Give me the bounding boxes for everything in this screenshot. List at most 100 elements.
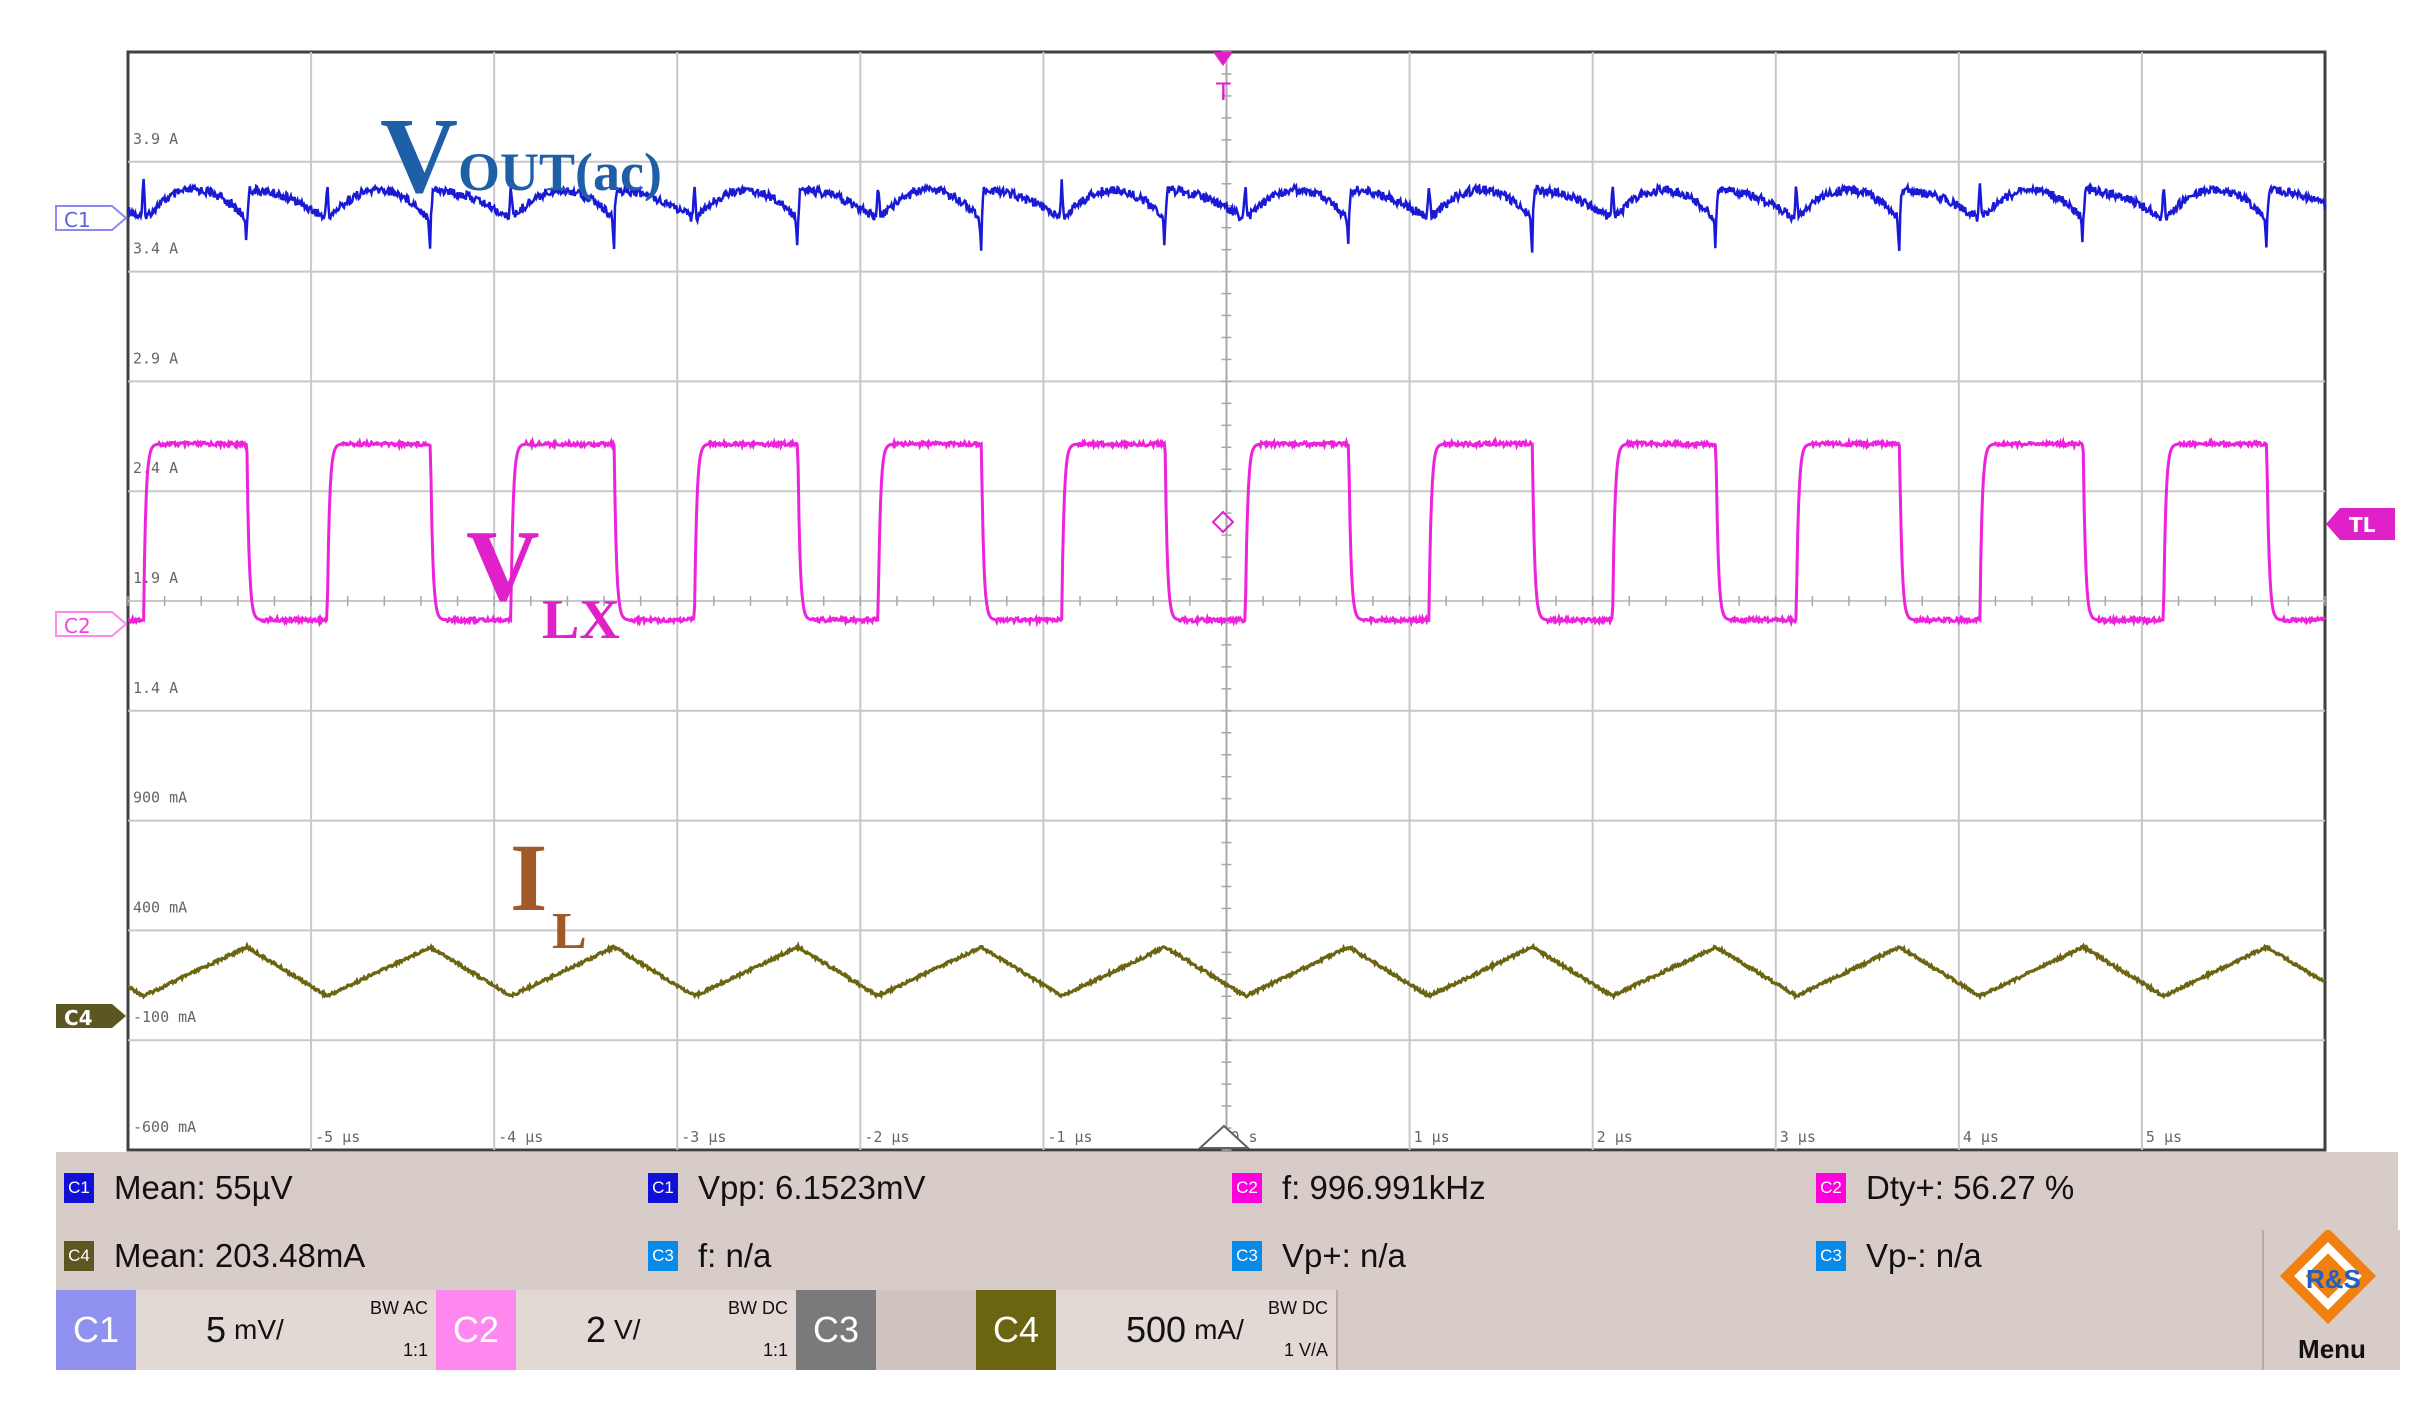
measurement-value: Dty+: 56.27 % (1866, 1169, 2075, 1206)
measurement-item[interactable]: C4 Mean: 203.48mA (64, 1234, 365, 1278)
measurement-item[interactable]: C2 Dty+: 56.27 % (1816, 1166, 2074, 1210)
y-axis-label: -600 mA (133, 1118, 196, 1136)
ch1-waveform (126, 178, 2327, 253)
x-axis-label: -2 µs (864, 1128, 909, 1146)
measurement-item[interactable]: C3 f: n/a (648, 1234, 771, 1278)
x-axis-label: -1 µs (1047, 1128, 1092, 1146)
measurement-value: Vp+: n/a (1282, 1237, 1406, 1274)
channel-probe-ratio: 1:1 (402, 1340, 428, 1360)
measurement-item[interactable]: C3 Vp+: n/a (1232, 1234, 1406, 1278)
y-axis-label: 2.9 A (133, 349, 178, 367)
annotation-vout-main: V (380, 97, 458, 216)
x-axis-label: 2 µs (1597, 1128, 1633, 1146)
measurement-item[interactable]: C3 Vp-: n/a (1816, 1234, 1982, 1278)
measurement-value: Mean: 55µV (114, 1169, 293, 1206)
y-axis-label: -100 mA (133, 1008, 196, 1026)
measurement-channel-badge: C2 (1232, 1173, 1262, 1203)
measurement-channel-badge: C1 (64, 1173, 94, 1203)
annotation-vout-sub: OUT(ac) (458, 142, 662, 202)
channel-scale-unit: V/ (614, 1314, 641, 1345)
measurement-channel-badge: C1 (648, 1173, 678, 1203)
channel-tab[interactable]: C1 (56, 1290, 136, 1370)
channel-scale-unit: mV/ (234, 1314, 284, 1345)
x-axis-label: 3 µs (1780, 1128, 1816, 1146)
channel-marker-c4-label: C4 (64, 1006, 93, 1030)
channel-tab[interactable]: C3 (796, 1290, 876, 1370)
annotation-il-main: I (510, 824, 547, 931)
channel-setting-c1[interactable]: C1 5 mV/BW AC 1:1 (56, 1290, 438, 1370)
trigger-position-label: T (1215, 78, 1231, 106)
y-axis-label: 3.4 A (133, 240, 178, 258)
channel-scale-value: 500 (1126, 1309, 1187, 1350)
trigger-crosshair-icon (1211, 510, 1235, 534)
measurement-value: Vp-: n/a (1866, 1237, 1982, 1274)
annotation-vout-ac: V OUT(ac) (380, 97, 662, 216)
channel-coupling: BW DC (728, 1298, 788, 1318)
annotation-vlx-main: V (466, 510, 540, 623)
rs-logo-icon: R&S Menu (2279, 1227, 2377, 1364)
measurement-value: Vpp: 6.1523mV (698, 1169, 926, 1206)
y-axis-label: 400 mA (133, 898, 187, 916)
channel-probe-ratio: 1 V/A (1283, 1340, 1328, 1360)
rs-logo-text: R&S (2306, 1264, 2361, 1294)
channel-setting-c4[interactable]: C4 500 mA/BW DC 1 V/A (976, 1290, 1338, 1370)
channel-marker-c2[interactable]: C2 (55, 611, 128, 638)
channel-setting-c3[interactable]: C3 (796, 1290, 978, 1370)
channel-probe-ratio: 1:1 (762, 1340, 788, 1360)
x-axis-label: 5 µs (2146, 1128, 2182, 1146)
annotation-il-sub: L (552, 903, 587, 960)
annotation-vlx: V LX (466, 510, 620, 651)
channel-tab[interactable]: C2 (436, 1290, 516, 1370)
y-axis-label: 1.9 A (133, 569, 178, 587)
measurement-channel-badge: C3 (1816, 1241, 1846, 1271)
annotation-vlx-sub: LX (542, 589, 620, 651)
measurement-channel-badge: C2 (1816, 1173, 1846, 1203)
measurement-channel-badge: C3 (1232, 1241, 1262, 1271)
channel-scale: 500 mA/ (1126, 1290, 1244, 1370)
channel-coupling: BW DC (1268, 1298, 1328, 1318)
measurement-channel-badge: C3 (648, 1241, 678, 1271)
y-axis-label: 1.4 A (133, 679, 178, 697)
channel-scale-value: 5 (206, 1309, 227, 1350)
menu-label: Menu (2298, 1334, 2366, 1364)
channel-marker-c4[interactable]: C4 (56, 1004, 126, 1030)
x-axis-label: -3 µs (681, 1128, 726, 1146)
y-axis-label: 3.9 A (133, 130, 178, 148)
channel-setting-c2[interactable]: C2 2 V/BW DC 1:1 (436, 1290, 798, 1370)
measurement-value: f: n/a (698, 1237, 772, 1274)
channel-marker-c1-label: C1 (64, 208, 91, 232)
x-axis-label: -5 µs (315, 1128, 360, 1146)
channel-coupling: BW AC (369, 1298, 428, 1318)
channel-settings-bar: C1 5 mV/BW AC 1:1 C2 2 V/BW DC 1:1 C3 C4 500 mA/… (56, 1290, 2398, 1370)
channel-scale: 2 V/ (586, 1290, 641, 1370)
waveform-traces (126, 178, 2327, 1001)
channel-marker-c2-label: C2 (64, 614, 91, 638)
x-axis-label: 4 µs (1963, 1128, 1999, 1146)
y-axis-label: 2.4 A (133, 459, 178, 477)
graticule (127, 51, 2326, 1151)
time-reference-marker (1197, 1124, 1251, 1149)
x-axis-label: 1 µs (1414, 1128, 1450, 1146)
measurement-item[interactable]: C1 Vpp: 6.1523mV (648, 1166, 926, 1210)
measurement-value: Mean: 203.48mA (114, 1237, 366, 1274)
channel-scale-value: 2 (586, 1309, 607, 1350)
channel-tab[interactable]: C4 (976, 1290, 1056, 1370)
y-axis-label: 900 mA (133, 789, 187, 807)
trigger-level-marker[interactable]: TL (2326, 508, 2395, 540)
channel-scale: 5 mV/ (206, 1290, 284, 1370)
x-axis-label: -4 µs (498, 1128, 543, 1146)
menu-button[interactable]: R&S Menu (2262, 1227, 2400, 1370)
measurement-item[interactable]: C1 Mean: 55µV (64, 1166, 293, 1210)
measurement-value: f: 996.991kHz (1282, 1169, 1486, 1206)
ch4-waveform (127, 940, 2326, 1001)
measurement-channel-badge: C4 (64, 1241, 94, 1271)
trigger-level-label: TL (2349, 513, 2376, 537)
measurement-item[interactable]: C2 f: 996.991kHz (1232, 1166, 1486, 1210)
annotation-il: I L (510, 824, 587, 960)
measurement-panel: C1 Mean: 55µV C1 Vpp: 6.1523mV C2 f: 996.991k… (56, 1152, 2398, 1290)
ch2-waveform (127, 436, 2327, 628)
trigger-position-marker[interactable]: T (1213, 52, 1233, 106)
channel-marker-c1[interactable]: C1 (55, 205, 128, 232)
